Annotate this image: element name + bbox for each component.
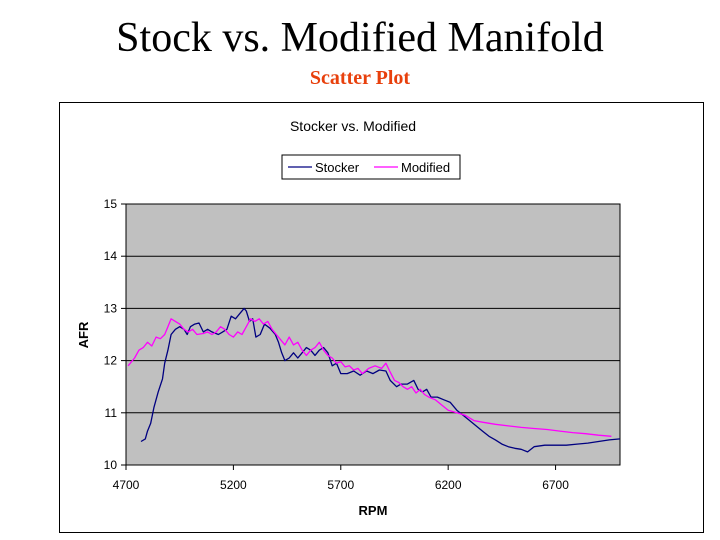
legend-label-modified: Modified [401,160,450,175]
chart-area: Stocker vs. Modified Stocker Modified 10… [59,102,704,533]
y-tick-label: 10 [104,458,118,472]
legend-label-stocker: Stocker [315,160,360,175]
y-tick-label: 15 [104,197,118,211]
x-tick-label: 5700 [327,478,354,492]
y-tick-label: 11 [105,406,118,420]
y-tick-label: 12 [104,354,118,368]
x-tick-label: 4700 [113,478,140,492]
chart-title: Stocker vs. Modified [290,118,416,134]
series-line-stocker [140,307,621,453]
legend: Stocker Modified [281,154,461,180]
gridlines [126,255,620,414]
y-tick-label: 14 [104,249,118,263]
series-line-modified [127,318,612,437]
x-tick-label: 6700 [542,478,569,492]
x-tick-label: 6200 [435,478,462,492]
y-tick-label: 13 [104,301,118,315]
slide-title: Stock vs. Modified Manifold [116,15,604,61]
chart-svg: Stocker vs. Modified Stocker Modified 10… [76,118,621,518]
slide-subtitle: Scatter Plot [309,67,411,89]
x-axis-label: RPM [359,503,388,518]
y-axis: 10 11 12 13 14 15 [104,197,126,472]
plot-border [125,203,621,466]
series-layer [127,307,621,453]
x-axis: 4700 5200 5700 6200 6700 [113,465,569,492]
plot-area [126,204,620,465]
y-axis-label: AFR [76,321,91,348]
x-tick-label: 5200 [220,478,247,492]
